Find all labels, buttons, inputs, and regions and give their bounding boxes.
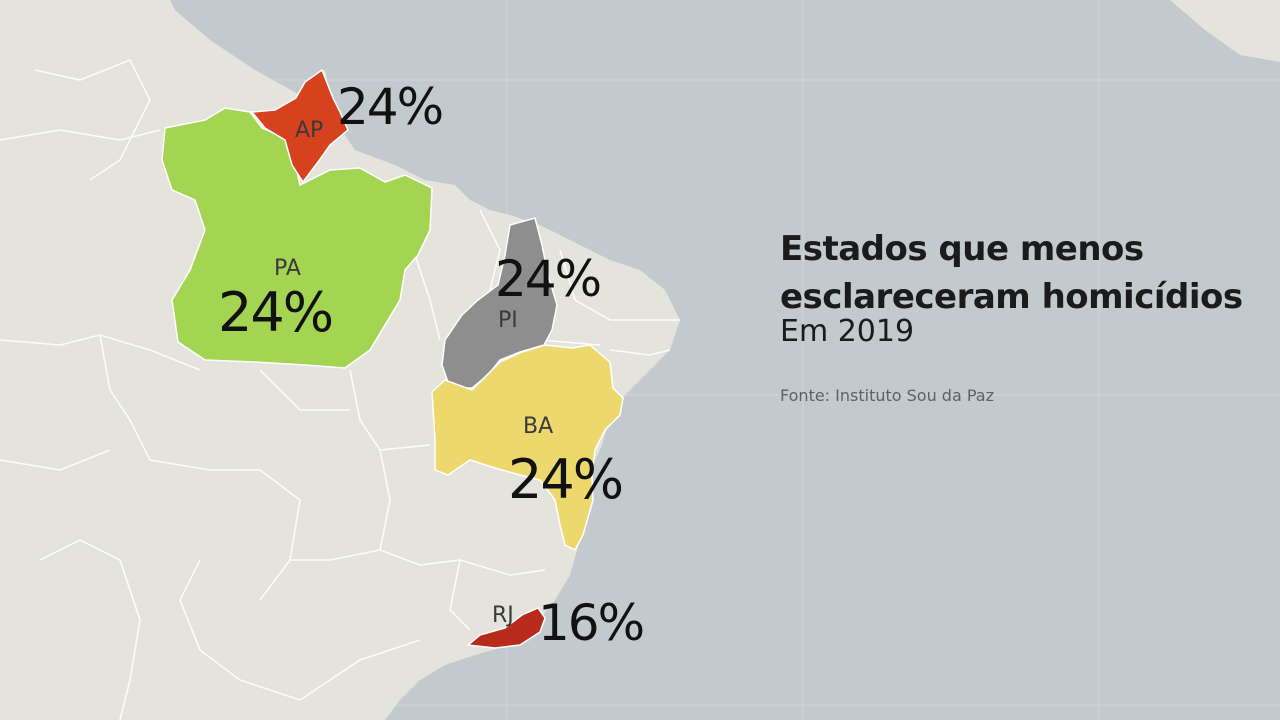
label-rj-value: 16% [538, 594, 645, 652]
state-ba-shape [431, 344, 624, 551]
label-pi-abbr: PI [498, 308, 518, 333]
label-ba-value: 24% [508, 448, 624, 511]
label-pi-value: 24% [495, 250, 602, 308]
label-pa-value: 24% [218, 281, 334, 344]
title-line-2: esclareceram homicídios [780, 277, 1243, 317]
label-pa-abbr: PA [274, 256, 301, 281]
source-note: Fonte: Instituto Sou da Paz [780, 386, 994, 405]
label-ap-value: 24% [337, 78, 444, 136]
title: Estados que menos esclareceram homicídio… [780, 225, 1243, 321]
label-ap-abbr: AP [295, 118, 324, 143]
state-ap-shape [250, 68, 349, 184]
state-rj-shape [466, 607, 546, 649]
label-rj-abbr: RJ [492, 603, 514, 628]
state-borders [0, 58, 680, 720]
title-line-1: Estados que menos [780, 229, 1144, 269]
land-africa [1170, 0, 1280, 62]
subtitle: Em 2019 [780, 314, 915, 349]
label-ba-abbr: BA [523, 414, 554, 439]
